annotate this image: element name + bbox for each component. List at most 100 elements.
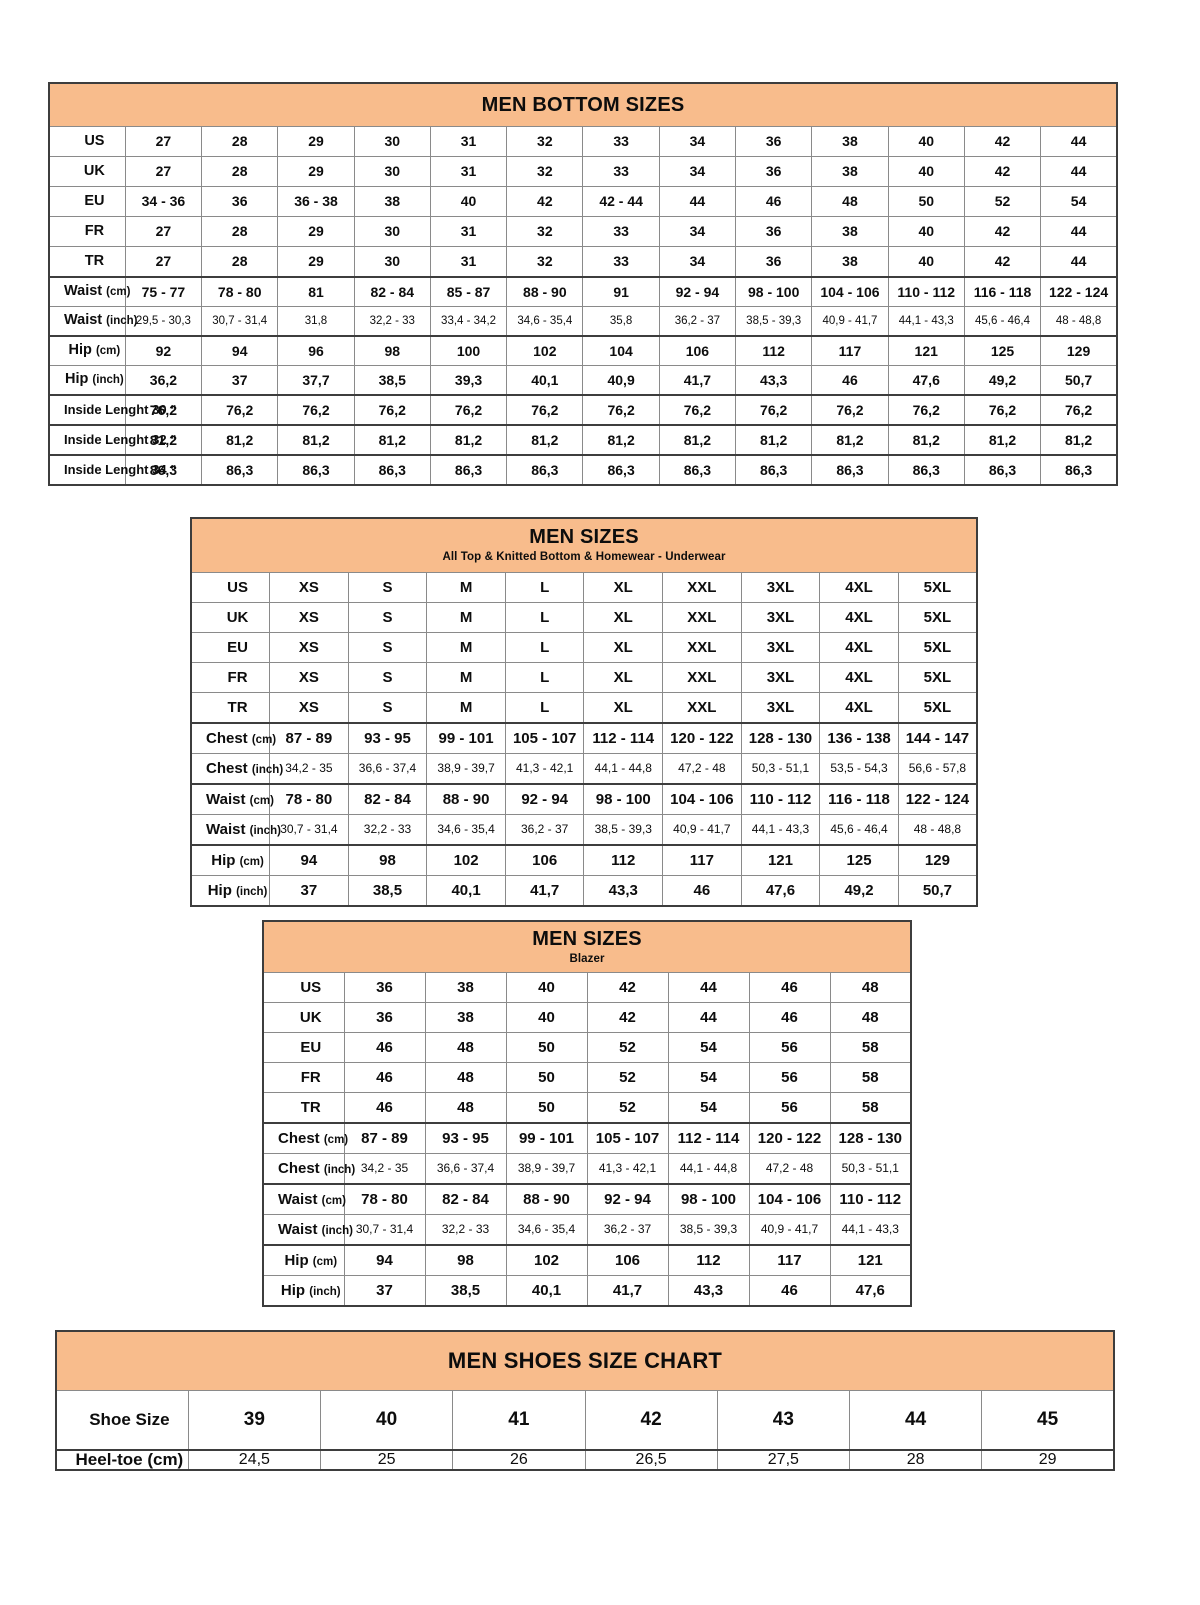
cell: 41,3 - 42,1	[586, 1153, 669, 1185]
cell: 117	[811, 335, 889, 366]
cell: 81,2	[124, 424, 203, 456]
cell: XS	[269, 572, 349, 603]
row-label: Waist (cm)	[262, 1183, 346, 1215]
cell: 125	[963, 335, 1042, 366]
cell: 29	[277, 246, 355, 278]
cell: 56	[748, 1092, 831, 1124]
blazer-sizes-row-us: US 36 38 40 42 44 46 48	[262, 972, 912, 1003]
cell: 81,2	[582, 424, 660, 456]
cell: 37	[343, 1275, 426, 1307]
tops-sizes-row-hip-cm: Hip (cm) 94 98 102 106 112 117 121 125 129	[190, 844, 978, 876]
cell: 58	[829, 1092, 912, 1124]
cell: 110 - 112	[887, 276, 965, 307]
bottom-sizes-row-inside-lenght-32-: Inside Lenght 32 “81,2 81,2 81,2 81,2 81,2 81…	[48, 424, 1118, 456]
cell: 47,2 - 48	[662, 753, 742, 785]
cell: 43,3	[667, 1275, 750, 1307]
cell: XL	[583, 572, 664, 603]
row-label: FR	[48, 216, 126, 247]
cell: 37,7	[277, 365, 355, 396]
tops-sizes-row-chest-inch: Chest (inch) 34,2 - 35 36,6 - 37,4 38,9 - 3…	[190, 753, 978, 785]
blazer-sizes-row-chest-cm: Chest (cm) 87 - 89 93 - 95 99 - 101 105 - 10…	[262, 1122, 912, 1154]
cell: S	[347, 692, 428, 724]
cell: 112	[583, 844, 664, 876]
cell: 41,7	[658, 365, 737, 396]
cell: 44	[658, 186, 737, 217]
cell: 46	[343, 1062, 426, 1093]
cell: 50	[505, 1062, 588, 1093]
row-label: Hip (inch)	[262, 1275, 345, 1307]
cell: 81	[277, 276, 355, 307]
cell: 30,7 - 31,4	[201, 306, 279, 337]
cell: 102	[506, 335, 584, 366]
cell: 4XL	[819, 662, 899, 693]
blazer-sizes-row-waist-inch: Waist (inch) 30,7 - 31,4 32,2 - 33 34,6 - 3…	[262, 1214, 912, 1246]
cell: 33	[582, 126, 660, 157]
cell: 86,3	[887, 454, 965, 486]
cell: 81,2	[658, 424, 737, 456]
cell: 88 - 90	[426, 783, 506, 815]
cell: 3XL	[740, 602, 821, 633]
cell: 34	[658, 126, 737, 157]
cell: 33	[582, 216, 660, 247]
cell: L	[504, 572, 585, 603]
cell: 92 - 94	[586, 1183, 669, 1215]
cell: 81,2	[887, 424, 965, 456]
cell: 112 - 114	[583, 722, 664, 754]
row-label-unit: (inch)	[92, 374, 124, 387]
cell: 58	[829, 1032, 912, 1063]
cell: 27	[124, 246, 203, 278]
cell: 44	[1040, 126, 1118, 157]
row-label: Chest (inch)	[262, 1153, 355, 1185]
cell: 44	[1040, 216, 1118, 247]
cell: 36	[735, 126, 813, 157]
cell: XS	[269, 662, 349, 693]
cell: 54	[667, 1032, 750, 1063]
cell: 76,2	[201, 394, 279, 426]
cell: 102	[505, 1244, 588, 1276]
cell: 36	[201, 186, 279, 217]
cell: 117	[748, 1244, 831, 1276]
cell: 76,2	[506, 394, 584, 426]
cell: L	[504, 602, 585, 633]
blazer-sizes-row-hip-inch: Hip (inch) 37 38,5 40,1 41,7 43,3 46 47,6	[262, 1275, 912, 1307]
cell: 34	[658, 156, 737, 187]
cell: 104 - 106	[662, 783, 742, 815]
tops-sizes-title-cell: MEN SIZES All Top & Knitted Bottom & Home…	[190, 517, 978, 573]
cell: 32	[506, 126, 584, 157]
cell: 38	[811, 126, 889, 157]
cell: 47,2 - 48	[748, 1153, 831, 1185]
tops-sizes-title-row: MEN SIZES All Top & Knitted Bottom & Home…	[190, 517, 978, 573]
cell: 40	[319, 1390, 454, 1451]
cell: 24,5	[187, 1449, 322, 1471]
cell: 31	[429, 156, 508, 187]
cell: 76,2	[735, 394, 813, 426]
cell: 87 - 89	[343, 1122, 426, 1154]
shoes-sizes-title-cell: MEN SHOES SIZE CHART	[55, 1330, 1115, 1391]
cell: 121	[740, 844, 821, 876]
cell: 38,5	[353, 365, 431, 396]
cell: 56,6 - 57,8	[897, 753, 978, 785]
cell: 5XL	[897, 602, 978, 633]
cell: 81,2	[429, 424, 508, 456]
bottom-sizes-row-hip-cm: Hip (cm) 92 94 96 98 100 102 104 106 112 117 121 125…	[48, 335, 1118, 366]
tops-sizes-row-chest-cm: Chest (cm) 87 - 89 93 - 95 99 - 101 105 - 10…	[190, 722, 978, 754]
cell: 46	[662, 875, 742, 907]
row-label: Hip (cm)	[48, 335, 126, 366]
cell: 76,2	[353, 394, 431, 426]
cell: 112	[735, 335, 813, 366]
cell: 52	[586, 1032, 669, 1063]
cell: 38,9 - 39,7	[505, 1153, 588, 1185]
cell: 37	[201, 365, 279, 396]
cell: 46	[748, 1275, 831, 1307]
bottom-sizes-row-waist-inch: Waist (inch) 29,5 - 30,3 30,7 - 31,4 31,8 32…	[48, 306, 1118, 337]
cell: 29	[277, 156, 355, 187]
blazer-sizes-row-tr: TR 46 48 50 52 54 56 58	[262, 1092, 912, 1124]
cell: 29	[981, 1449, 1115, 1471]
cell: 29,5 - 30,3	[124, 306, 203, 337]
cell: XS	[269, 692, 349, 724]
row-label: Waist (inch)	[48, 306, 137, 337]
cell: 86,3	[201, 454, 279, 486]
cell: 44,1 - 43,3	[740, 814, 821, 846]
row-label: Waist (cm)	[190, 783, 274, 815]
row-label: EU	[190, 632, 271, 663]
